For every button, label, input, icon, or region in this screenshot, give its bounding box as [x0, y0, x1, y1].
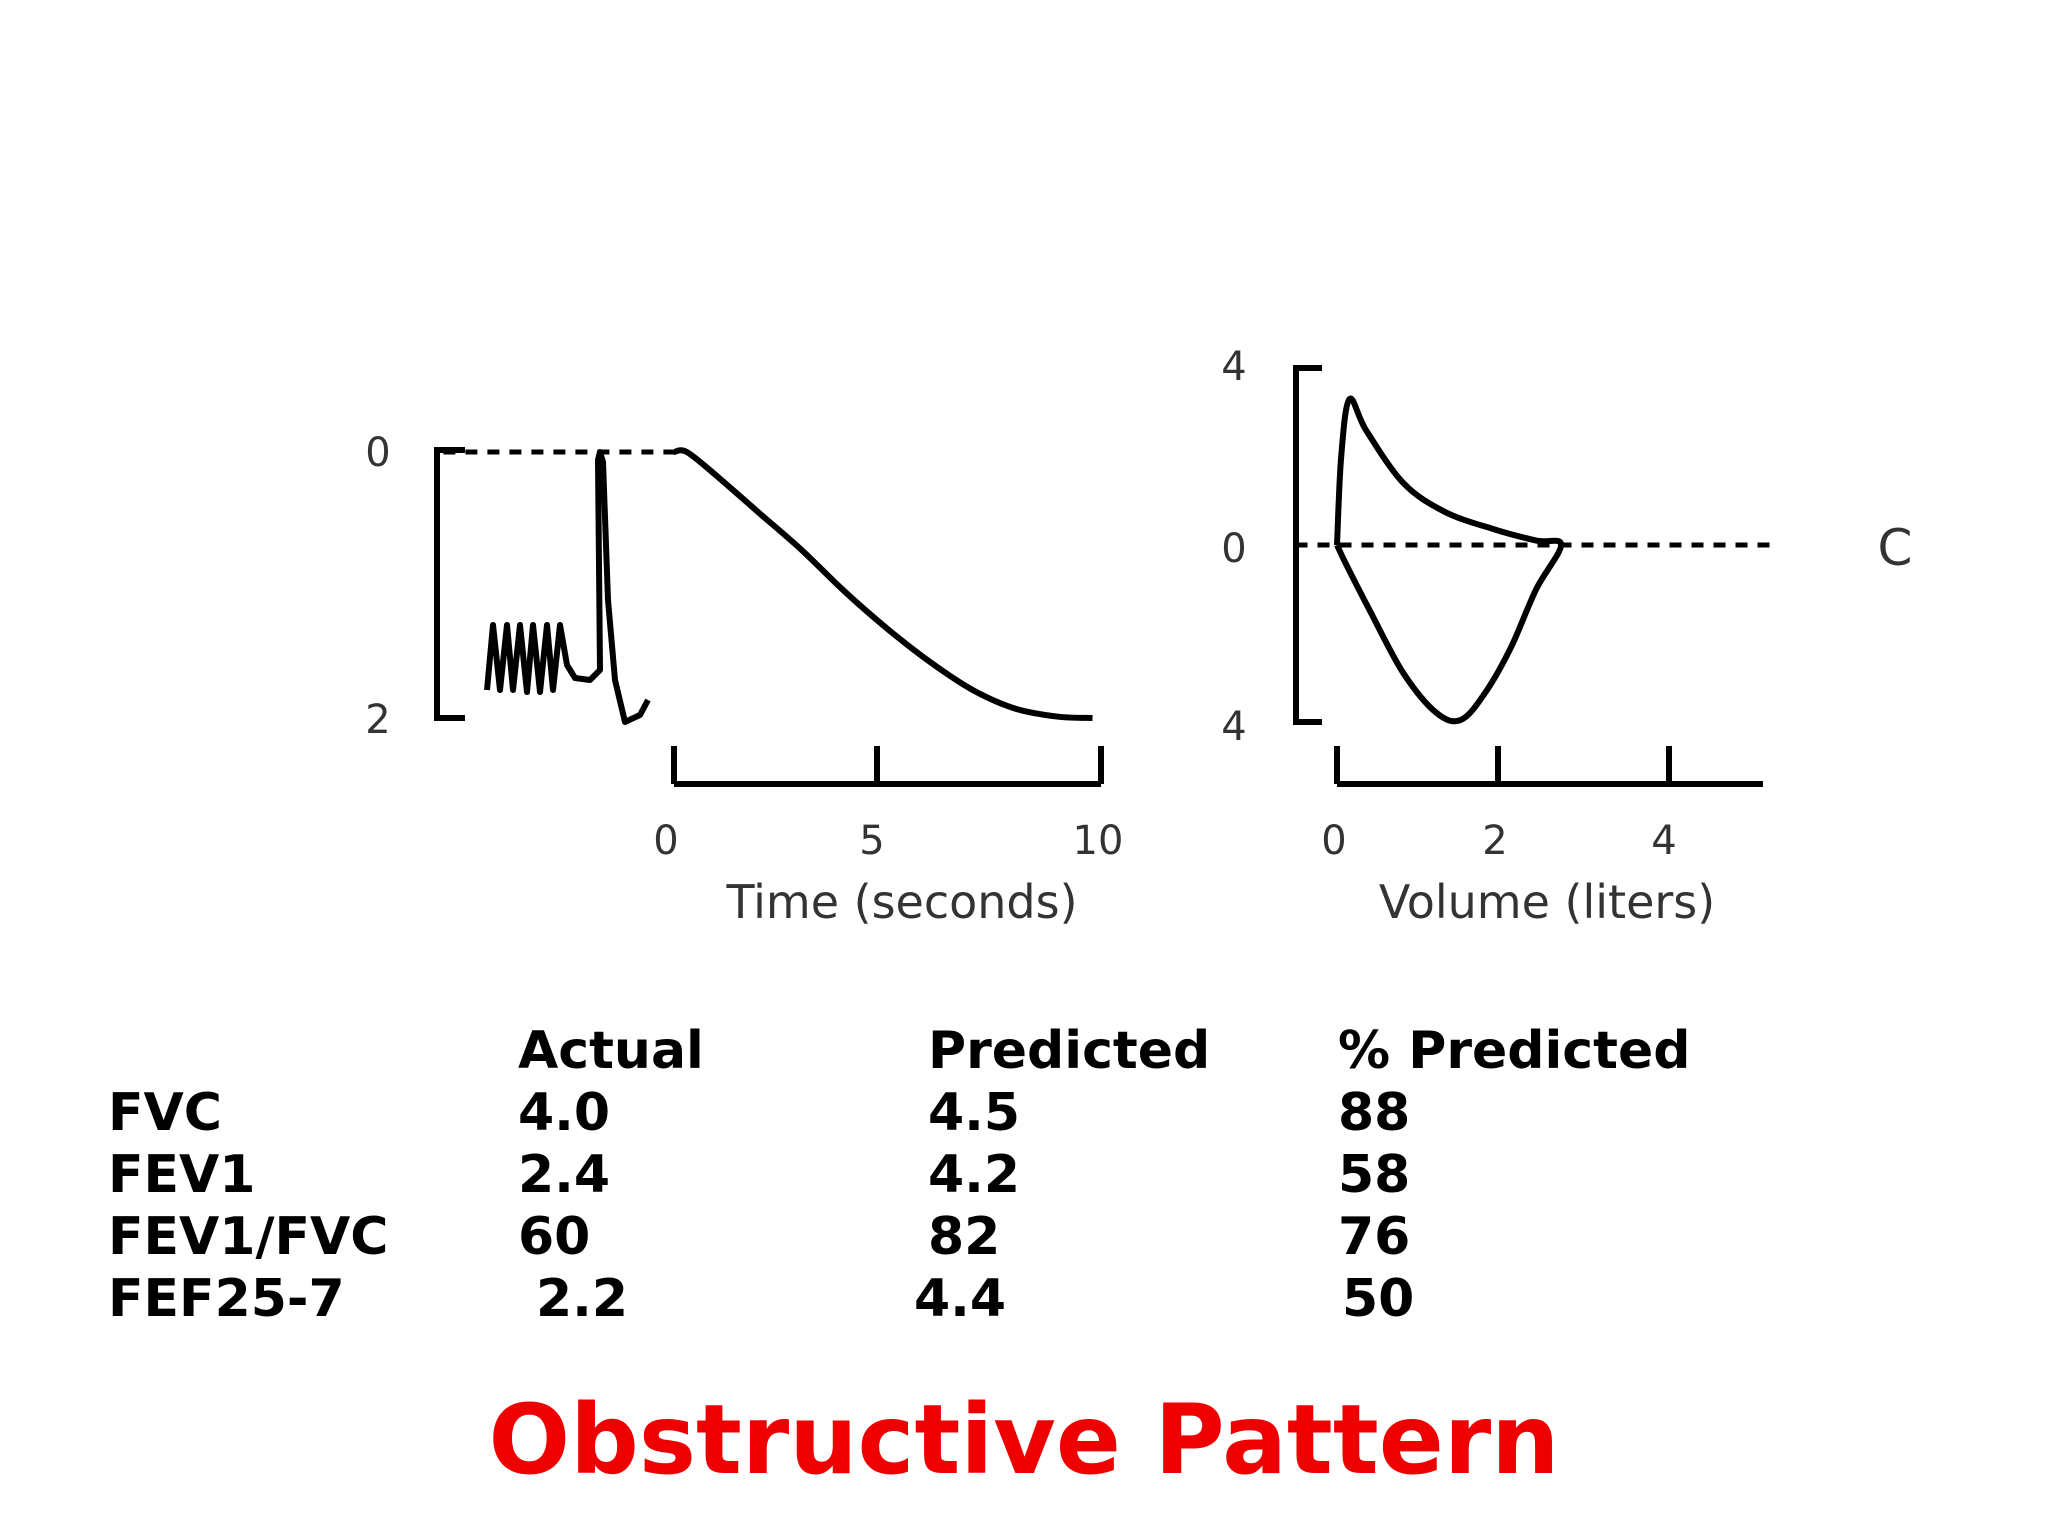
chart2-x-tick-2: 2: [1482, 818, 1507, 864]
chart1-x-tick-5: 5: [859, 818, 884, 864]
row-fef-label: FEF25-7: [108, 1269, 345, 1329]
spirometry-table: Actual Predicted % Predicted FVC 4.0 4.5…: [0, 1020, 2048, 1340]
row-fvc-actual: 4.0: [518, 1083, 611, 1143]
chart2-side-label: C: [1878, 519, 1913, 577]
header-actual: Actual: [518, 1021, 704, 1081]
chart2-y-tick-bottom: 4: [1221, 704, 1246, 750]
row-fev1-label: FEV1: [108, 1145, 256, 1205]
chart1-x-axis-label: Time (seconds): [725, 875, 1077, 929]
row-fev1-predicted: 4.2: [928, 1145, 1021, 1205]
row-fef-percent: 50: [1342, 1269, 1415, 1329]
chart1-y-tick-2: 2: [365, 697, 390, 743]
chart2-y-tick-zero: 0: [1221, 526, 1246, 572]
header-predicted: Predicted: [928, 1021, 1211, 1081]
row-fvc-predicted: 4.5: [928, 1083, 1021, 1143]
chart2-x-axis: [1334, 746, 1763, 787]
chart2-x-tick-4: 4: [1651, 818, 1676, 864]
row-ratio-predicted: 82: [928, 1207, 1001, 1267]
slide-title: Obstructive Pattern: [488, 1384, 1560, 1496]
chart2-y-tick-top: 4: [1221, 344, 1246, 390]
row-fvc-percent: 88: [1338, 1083, 1411, 1143]
chart-flow-volume: 4 0 4 0 2 4 Volume (liters) C: [1221, 344, 1912, 929]
chart2-x-axis-label: Volume (liters): [1379, 875, 1715, 929]
row-fev1-percent: 58: [1338, 1145, 1411, 1205]
row-ratio-actual: 60: [518, 1207, 591, 1267]
row-ratio-percent: 76: [1338, 1207, 1411, 1267]
row-ratio-label: FEV1/FVC: [108, 1207, 389, 1267]
header-percent-predicted: % Predicted: [1338, 1021, 1691, 1081]
chart1-y-bracket: [434, 447, 465, 721]
chart1-exhalation-curve: [673, 447, 1093, 721]
chart1-tidal-breathing-trace: [484, 449, 651, 725]
chart2-x-tick-0: 0: [1321, 818, 1346, 864]
row-fvc-label: FVC: [108, 1083, 222, 1143]
chart2-flow-volume-loop: [1334, 395, 1565, 725]
row-fef-actual: 2.2: [536, 1269, 629, 1329]
chart-volume-time: 0 2 0 5 10 Time (seconds): [365, 430, 1123, 929]
charts-canvas: 0 2 0 5 10 Time (seconds) 4 0 4 0 2 4 Vo…: [365, 344, 1912, 929]
chart1-x-axis: [671, 746, 1104, 787]
chart1-y-tick-0: 0: [365, 430, 390, 476]
row-fef-predicted: 4.4: [914, 1269, 1007, 1329]
chart1-x-tick-0: 0: [653, 818, 678, 864]
chart1-x-tick-10: 10: [1073, 818, 1124, 864]
row-fev1-actual: 2.4: [518, 1145, 611, 1205]
